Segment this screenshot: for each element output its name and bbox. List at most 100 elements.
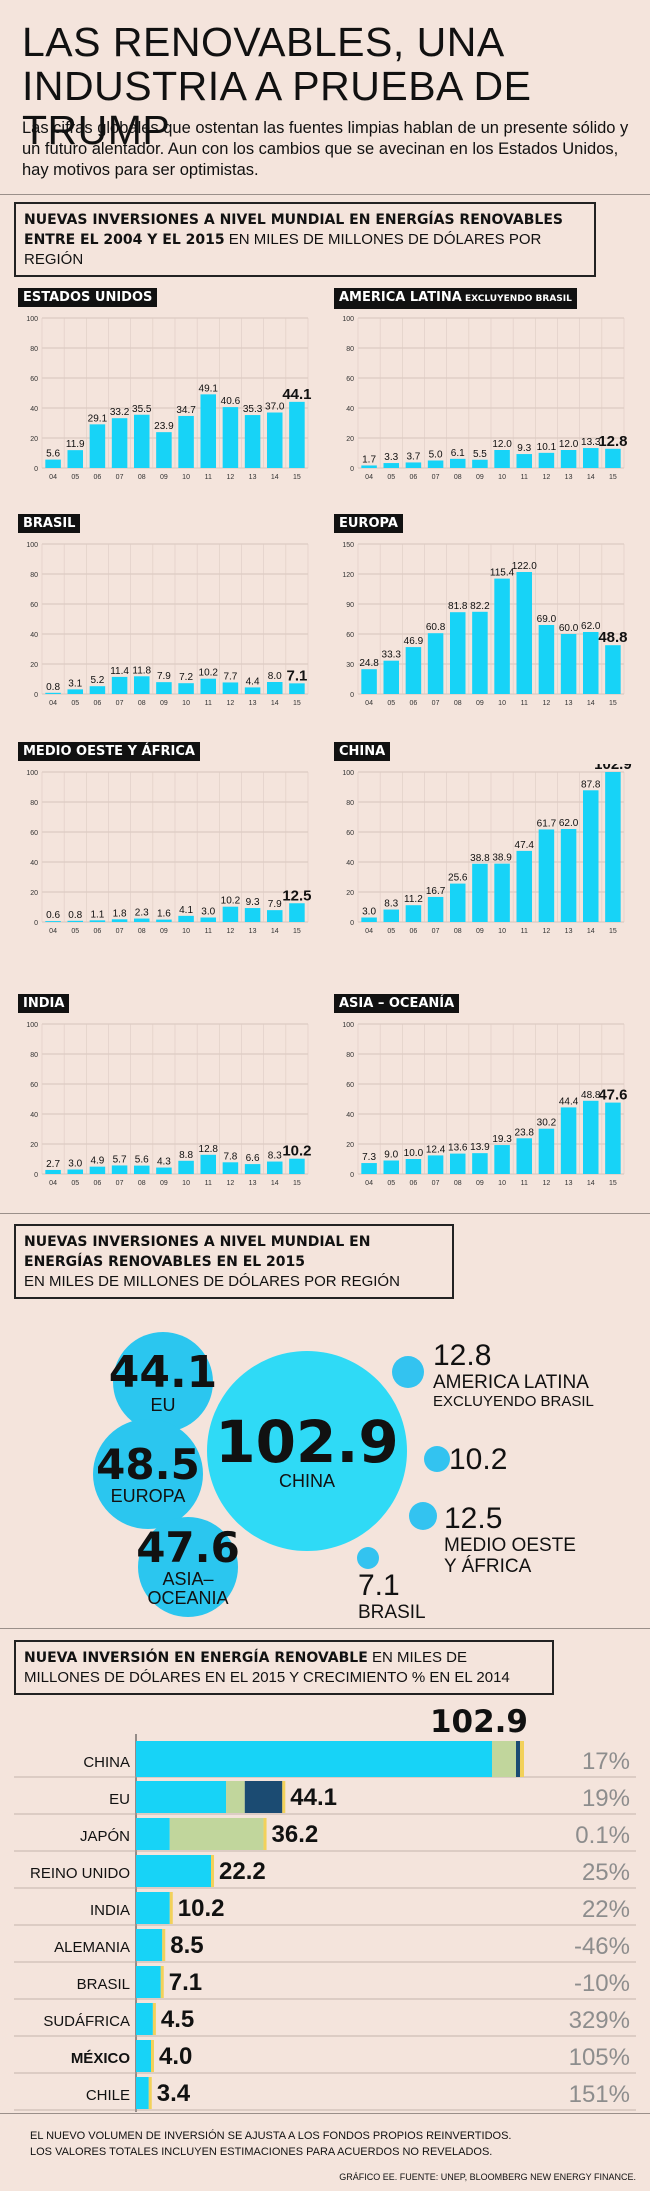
- y-tick-label: 80: [30, 346, 38, 353]
- data-label: 60.0: [559, 623, 579, 634]
- bubble-value: 10.2: [449, 1443, 508, 1476]
- bar-segment: [492, 1741, 516, 1777]
- bar-segment: [520, 1741, 524, 1777]
- source-note: GRÁFICO EE. FUENTE: UNEP, BLOOMBERG NEW …: [339, 2172, 636, 2182]
- bar: [178, 915, 194, 922]
- chart-title-text: MEDIO OESTE Y ÁFRICA: [23, 744, 195, 759]
- bar: [67, 920, 84, 922]
- bar: [178, 683, 194, 694]
- country-label: ALEMANIA: [54, 1939, 130, 1956]
- bar: [516, 572, 533, 694]
- x-tick-label: 10: [182, 474, 190, 481]
- data-label: 5.6: [135, 1155, 149, 1166]
- data-label: 24.8: [359, 658, 379, 669]
- growth-label: 105%: [569, 2044, 630, 2071]
- x-tick-label: 04: [49, 700, 57, 707]
- bar-value: 7.1: [169, 1969, 202, 1996]
- x-tick-label: 06: [410, 474, 418, 481]
- bar-segment: [136, 1781, 227, 1813]
- x-tick-label: 15: [609, 474, 617, 481]
- x-tick-label: 14: [271, 928, 279, 935]
- x-tick-label: 11: [205, 928, 212, 935]
- bar: [427, 896, 444, 922]
- y-tick-label: 100: [26, 1022, 38, 1029]
- bar: [361, 1163, 377, 1174]
- bubble-label: CHINA: [278, 1470, 335, 1491]
- y-tick-label: 0: [34, 466, 38, 473]
- bubble-label: EU: [150, 1394, 176, 1415]
- bar: [582, 448, 599, 468]
- bar: [111, 418, 128, 468]
- data-label: 8.8: [179, 1150, 193, 1161]
- x-tick-label: 08: [454, 928, 462, 935]
- data-label: 0.8: [68, 910, 82, 921]
- x-tick-label: 13: [565, 1180, 573, 1187]
- x-tick-label: 06: [94, 928, 102, 935]
- bar: [405, 647, 422, 694]
- bar-chart-3: 0 30 60 90 120 150 24.8 04 33.3 05 46.9 06 60.8 07 81.…: [342, 542, 627, 707]
- bar-segment: [136, 2040, 152, 2072]
- bar: [405, 905, 422, 922]
- bubble-value: 7.1: [358, 1569, 400, 1602]
- bar-segment: [211, 1855, 215, 1887]
- bar: [45, 921, 61, 922]
- bar-segment: [136, 1855, 212, 1887]
- y-tick-label: 0: [34, 692, 38, 699]
- x-tick-label: 09: [160, 928, 168, 935]
- x-tick-label: 13: [565, 474, 573, 481]
- bar-segment: [263, 1818, 267, 1850]
- x-tick-label: 12: [543, 700, 551, 707]
- bar: [405, 1159, 422, 1174]
- growth-label: 0.1%: [575, 1822, 630, 1849]
- bar: [582, 1100, 599, 1174]
- chart-subtitle: EXCLUYENDO BRASIL: [461, 294, 572, 304]
- bar: [405, 462, 422, 468]
- bar: [605, 448, 621, 468]
- y-tick-label: 60: [30, 1082, 38, 1089]
- y-tick-label: 20: [30, 436, 38, 443]
- data-label: 12.4: [426, 1144, 446, 1155]
- data-label: 9.3: [517, 443, 531, 454]
- y-tick-label: 40: [346, 860, 354, 867]
- section2-heading-bold: NUEVAS INVERSIONES A NIVEL MUNDIAL EN EN…: [24, 1234, 371, 1270]
- x-tick-label: 04: [365, 700, 373, 707]
- x-tick-label: 05: [387, 1180, 395, 1187]
- data-label: 2.7: [46, 1159, 60, 1170]
- x-tick-label: 14: [587, 700, 595, 707]
- bar-segment: [226, 1781, 245, 1813]
- x-tick-label: 04: [365, 1180, 373, 1187]
- x-tick-label: 12: [543, 1180, 551, 1187]
- y-tick-label: 0: [350, 692, 354, 699]
- data-label: 3.0: [362, 907, 376, 918]
- x-tick-label: 12: [543, 474, 551, 481]
- x-tick-label: 15: [293, 1180, 301, 1187]
- data-label: 10.2: [199, 668, 219, 679]
- x-tick-label: 11: [521, 700, 528, 707]
- section1-heading-bold: NUEVAS INVERSIONES A NIVEL MUNDIAL EN EN…: [24, 212, 563, 248]
- bubble-value: 48.5: [96, 1439, 200, 1489]
- bar: [494, 863, 510, 922]
- y-tick-label: 40: [30, 1112, 38, 1119]
- bar: [67, 450, 84, 468]
- country-label: REINO UNIDO: [30, 1865, 130, 1882]
- x-tick-label: 07: [116, 700, 124, 707]
- bubble-name: BRASIL: [358, 1602, 426, 1623]
- data-label: 48.8: [598, 629, 627, 646]
- bar-value: 10.2: [178, 1895, 225, 1922]
- x-tick-label: 10: [498, 700, 506, 707]
- y-tick-label: 20: [30, 1142, 38, 1149]
- bubble: [357, 1547, 379, 1569]
- x-tick-label: 14: [587, 1180, 595, 1187]
- x-tick-label: 11: [205, 1180, 212, 1187]
- bar-segment: [169, 1818, 264, 1850]
- x-tick-label: 09: [160, 1180, 168, 1187]
- bar: [605, 772, 621, 922]
- bubble: 44.1 EU: [109, 1332, 217, 1432]
- bubble-label: ASIA– OCEANIA: [147, 1569, 229, 1608]
- data-label: 115.4: [490, 568, 515, 579]
- chart-title: MEDIO OESTE Y ÁFRICA: [18, 742, 200, 761]
- x-tick-label: 06: [94, 700, 102, 707]
- bar-segment: [162, 1929, 166, 1961]
- chart-title: ESTADOS UNIDOS: [18, 288, 158, 307]
- country-bar-chart: CHINA 102.9 17% EU 44.1 19% JAPÓN 36.2 0.1% REINO…: [14, 1704, 636, 2112]
